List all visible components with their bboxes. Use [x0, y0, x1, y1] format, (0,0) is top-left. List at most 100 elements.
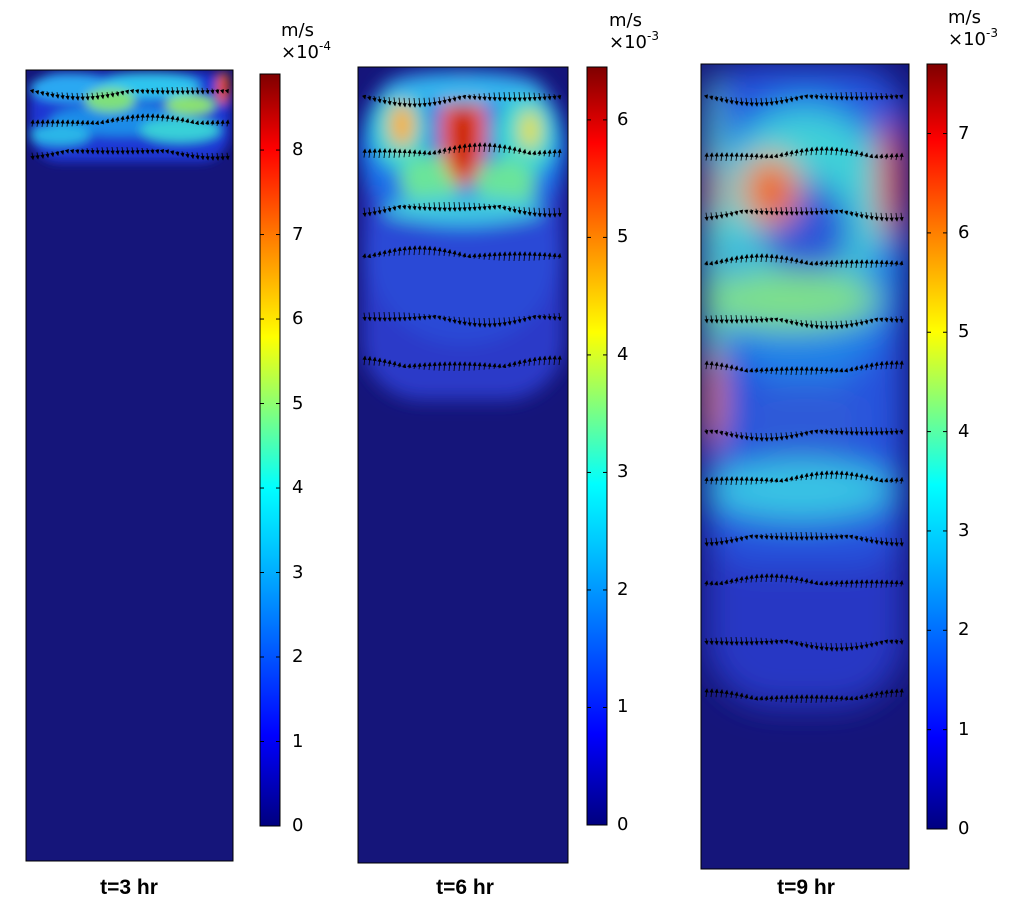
velocity-arrow-head	[397, 205, 402, 210]
velocity-arrow-head	[739, 641, 744, 646]
arrows-t6	[362, 91, 562, 372]
velocity-arrow-head	[407, 363, 412, 368]
velocity-arrow-head	[427, 361, 432, 367]
colorbar-tick-label: 6	[958, 221, 970, 243]
velocity-arrow-head	[759, 437, 764, 442]
velocity-arrow-head	[849, 96, 854, 101]
velocity-arrow-head	[120, 90, 125, 96]
velocity-arrow-head	[824, 95, 829, 101]
velocity-arrow-head	[175, 90, 180, 95]
velocity-arrow-head	[859, 694, 864, 699]
velocity-arrow-head	[452, 319, 457, 325]
velocity-arrow-head	[407, 205, 412, 211]
velocity-arrow-head	[462, 143, 467, 148]
velocity-arrow-head	[859, 364, 864, 369]
velocity-arrow-head	[799, 211, 804, 216]
velocity-arrow-head	[879, 360, 884, 366]
velocity-arrow-head	[532, 251, 537, 256]
velocity-arrow-head	[734, 476, 739, 481]
velocity-arrow-head	[814, 210, 819, 216]
velocity-arrow-head	[794, 474, 799, 480]
velocity-arrow-head	[864, 644, 869, 649]
velocity-arrow-head	[527, 97, 532, 102]
velocity-arrow-head	[714, 96, 719, 102]
velocity-arrow-head	[522, 358, 527, 363]
velocity-arrow-head	[502, 97, 507, 102]
velocity-arrow-head	[65, 95, 70, 101]
velocity-arrow-head	[754, 210, 759, 215]
velocity-arrow-head	[834, 96, 839, 101]
velocity-arrow-head	[774, 640, 779, 645]
velocity-arrow-head	[547, 149, 552, 154]
velocity-arrow-head	[714, 152, 719, 157]
velocity-arrow-head	[447, 318, 452, 323]
velocity-arrow-head	[507, 145, 512, 150]
velocity-arrow-head	[412, 205, 417, 211]
velocity-arrow-head	[367, 355, 372, 361]
velocity-arrow-head	[90, 120, 95, 125]
velocity-arrow-head	[220, 89, 225, 94]
velocity-arrow-head	[829, 580, 834, 585]
velocity-arrow-head	[764, 101, 769, 107]
velocity-arrow-head	[869, 579, 874, 584]
colorbar-t3	[259, 73, 281, 827]
velocity-arrow-head	[774, 573, 779, 578]
velocity-arrow-head	[849, 471, 854, 477]
velocity-arrow-head	[129, 88, 134, 94]
velocity-arrow-head	[377, 250, 382, 256]
velocity-arrow-head	[557, 252, 562, 258]
velocity-arrow-head	[85, 149, 90, 155]
velocity-arrow-head	[754, 318, 759, 324]
velocity-arrow-head	[759, 476, 764, 482]
velocity-arrow-head	[427, 315, 432, 321]
velocity-arrow-head	[899, 430, 904, 435]
colorbar-tick-label: 0	[958, 818, 970, 839]
velocity-arrow-head	[708, 260, 714, 266]
velocity-arrow-head	[844, 579, 849, 585]
velocity-arrow-head	[804, 366, 809, 371]
velocity-arrow-head	[522, 148, 527, 154]
velocity-arrow-head	[844, 324, 849, 329]
velocity-arrow-head	[512, 320, 517, 325]
velocity-arrow-head	[150, 149, 155, 155]
velocity-arrow-head	[739, 366, 744, 372]
velocity-arrow-head	[859, 473, 864, 478]
velocity-arrow-head	[829, 325, 834, 330]
velocity-arrow-head	[814, 471, 819, 476]
velocity-arrow-head	[140, 89, 145, 95]
velocity-arrow-head	[477, 142, 482, 147]
velocity-arrow-head	[547, 95, 552, 101]
velocity-arrow-head	[185, 90, 190, 95]
velocity-arrow-head	[884, 95, 889, 101]
velocity-arrow-head	[704, 688, 709, 693]
velocity-arrow-head	[894, 152, 899, 158]
velocity-arrow-head	[492, 323, 497, 328]
velocity-arrow-head	[729, 690, 734, 696]
velocity-arrow-head	[864, 152, 869, 158]
velocity-arrow-head	[437, 361, 442, 366]
velocity-arrow-head	[387, 148, 392, 153]
velocity-arrow-head	[527, 150, 532, 155]
velocity-arrow-head	[392, 206, 397, 212]
velocity-arrow-head	[894, 542, 899, 547]
velocity-arrow-head	[744, 535, 749, 541]
velocity-arrow-head	[759, 210, 764, 216]
velocity-arrow-head	[794, 148, 799, 154]
velocity-arrow-head	[794, 96, 799, 102]
velocity-arrow-head	[80, 119, 85, 125]
caption-t9: t=9 hr	[777, 876, 835, 899]
velocity-arrow-head	[859, 259, 864, 264]
velocity-arrow-head	[864, 693, 869, 698]
velocity-arrow-head	[377, 98, 382, 104]
velocity-arrow-head	[362, 212, 367, 218]
velocity-arrow-head	[547, 213, 552, 218]
velocity-arrow-head	[834, 647, 839, 652]
velocity-arrow-head	[724, 319, 729, 324]
velocity-arrow-head	[507, 321, 512, 326]
velocity-arrow-head	[814, 536, 819, 541]
velocity-arrow-head	[894, 260, 899, 265]
velocity-arrow-head	[859, 214, 864, 219]
velocity-arrow-head	[739, 152, 744, 157]
velocity-arrow-head	[759, 367, 764, 372]
velocity-arrow-head	[417, 362, 422, 368]
